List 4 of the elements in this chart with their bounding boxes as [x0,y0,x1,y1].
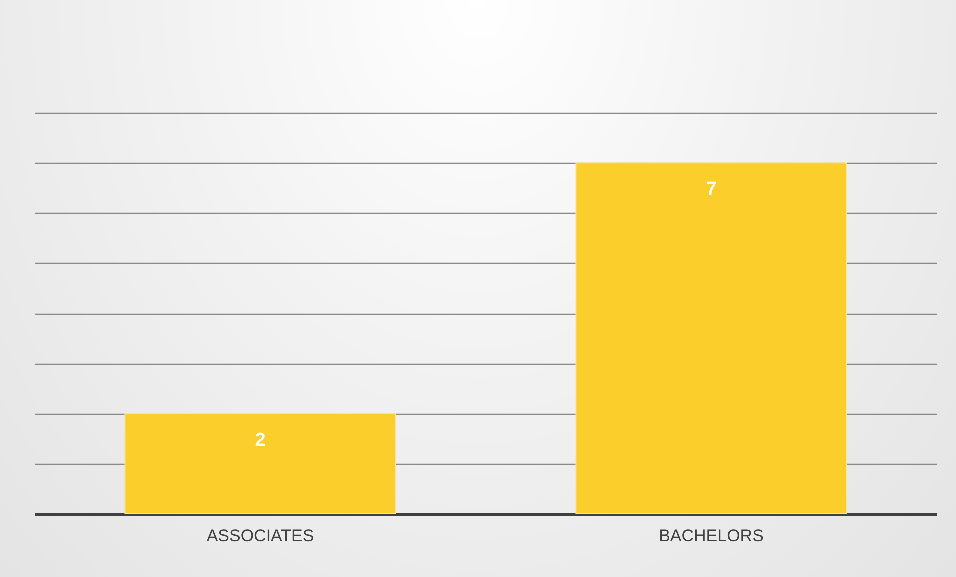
x-tick-label: ASSOCIATES [206,526,314,546]
data-label: 2 [255,430,266,451]
data-label: 7 [706,179,717,200]
x-tick-label: BACHELORS [659,526,764,546]
